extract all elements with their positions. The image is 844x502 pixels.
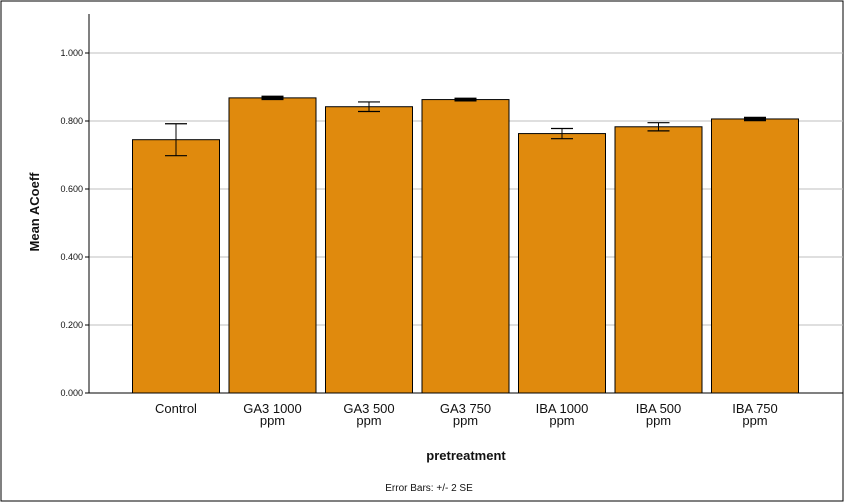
x-category-label: ppm [549, 413, 574, 428]
x-category-label: Control [155, 401, 197, 416]
x-category-label: IBA 500 [636, 401, 682, 416]
bar [325, 106, 413, 394]
y-tick-label: 0.200 [60, 320, 83, 330]
bar [132, 139, 220, 394]
x-category-label: GA3 750 [440, 401, 491, 416]
x-category-label: ppm [646, 413, 671, 428]
bar [711, 118, 799, 394]
bar [421, 99, 510, 394]
y-tick-label: 1.000 [60, 48, 83, 58]
error-bars [165, 95, 766, 157]
y-tick-label: 0.000 [60, 388, 83, 398]
y-axis-title: Mean ACoeff [27, 172, 42, 252]
x-axis-title: pretreatment [426, 448, 506, 463]
x-category-label: IBA 1000 [536, 401, 589, 416]
error-bars-note: Error Bars: +/- 2 SE [385, 483, 473, 494]
bar [228, 97, 317, 394]
x-category-label: GA3 1000 [243, 401, 302, 416]
x-category-label: IBA 750 [732, 401, 778, 416]
bar [614, 126, 703, 394]
x-category-label: ppm [742, 413, 767, 428]
x-category-label: ppm [453, 413, 478, 428]
bars [132, 97, 799, 394]
y-tick-labels: 0.000 0.200 0.400 0.600 0.800 1.000 [60, 48, 89, 398]
bar [518, 133, 606, 394]
y-tick-label: 0.400 [60, 252, 83, 262]
y-tick-label: 0.600 [60, 184, 83, 194]
x-category-label: ppm [260, 413, 285, 428]
x-category-label: ppm [356, 413, 381, 428]
x-category-label: GA3 500 [343, 401, 394, 416]
y-tick-label: 0.800 [60, 116, 83, 126]
